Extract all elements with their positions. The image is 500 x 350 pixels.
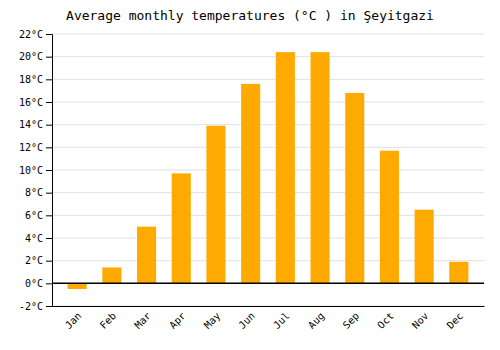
y-tick-mark (46, 215, 52, 216)
x-tick-label: Jan (63, 310, 84, 331)
y-tick-label: 12°C (19, 142, 43, 153)
y-tick: 8°C (25, 187, 52, 198)
x-tick: Sep (341, 310, 362, 331)
y-tick-label: 14°C (19, 119, 43, 130)
y-tick-mark (46, 261, 52, 262)
y-tick-label: 8°C (25, 187, 43, 198)
x-tick-label: Nov (410, 310, 431, 331)
bar (172, 173, 191, 283)
bar (276, 52, 295, 283)
y-tick-mark (46, 238, 52, 239)
x-tick-label: Sep (341, 310, 362, 331)
y-tick: 10°C (19, 165, 52, 176)
y-tick: -2°C (19, 301, 52, 312)
bar (137, 227, 156, 284)
y-tick: 20°C (19, 51, 52, 62)
y-tick-mark (46, 102, 52, 103)
plot: -2°C 0°C 2°C 4°C 6°C 8°C 10°C 12°C 14°C 16°C 18°C 2… (19, 29, 485, 331)
y-tick: 18°C (19, 74, 52, 85)
x-tick: Nov (410, 310, 431, 331)
x-tick-label: Apr (167, 310, 188, 331)
x-tick-label: Aug (306, 310, 327, 331)
y-tick-mark (46, 283, 52, 284)
x-tick-label: Feb (98, 310, 119, 331)
x-tick: Mar (132, 310, 153, 331)
x-tick-label: Mar (132, 310, 153, 331)
y-tick: 4°C (25, 233, 52, 244)
grid-line (52, 79, 484, 80)
bar (380, 151, 399, 284)
zero-line (52, 283, 484, 285)
x-tick: Jun (236, 310, 257, 331)
x-axis-line (53, 306, 485, 307)
grid-line (52, 170, 484, 171)
y-tick-label: 0°C (25, 278, 43, 289)
grid-line (52, 34, 484, 35)
x-axis: Jan Feb Mar Apr May Jun Jul Aug Sep Oct Nov Dec (53, 307, 485, 331)
y-tick-label: 4°C (25, 233, 43, 244)
grid-line (52, 306, 484, 307)
y-tick-mark (46, 57, 52, 58)
y-tick-label: -2°C (19, 301, 43, 312)
x-tick-label: Oct (375, 310, 396, 331)
y-tick: 0°C (25, 278, 52, 289)
x-tick: Jan (63, 310, 84, 331)
y-tick-mark (46, 306, 52, 307)
grid-line (52, 192, 484, 193)
title: Average monthly temperatures (°C ) in Şe… (66, 8, 434, 23)
grid-line (52, 56, 484, 57)
y-tick: 22°C (19, 29, 52, 40)
grid-line (52, 283, 484, 284)
bar (102, 267, 121, 283)
bar (68, 283, 87, 289)
grid (52, 34, 484, 306)
x-tick: Aug (306, 310, 327, 331)
x-tick: Feb (98, 310, 119, 331)
y-tick-label: 20°C (19, 51, 43, 62)
x-tick-label: Jun (236, 310, 257, 331)
y-tick-mark (46, 170, 52, 171)
bar (449, 262, 468, 284)
y-tick-label: 22°C (19, 29, 43, 40)
y-axis-line (46, 35, 53, 307)
y-tick-label: 10°C (19, 165, 43, 176)
chart: Average monthly temperatures (°C ) in Şe… (0, 0, 500, 350)
y-tick-mark (46, 34, 52, 35)
y-tick-label: 16°C (19, 97, 43, 108)
y-tick-mark (46, 79, 52, 80)
grid-line (52, 147, 484, 148)
y-tick-label: 2°C (25, 255, 43, 266)
bar (241, 84, 260, 283)
y-tick-mark (46, 147, 52, 148)
y-tick: 16°C (19, 97, 52, 108)
grid-line (52, 124, 484, 125)
y-tick: 2°C (25, 255, 52, 266)
y-tick: 14°C (19, 119, 52, 130)
x-tick: Apr (167, 310, 188, 331)
y-tick: 6°C (25, 210, 52, 221)
y-tick-label: 18°C (19, 74, 43, 85)
bar (311, 52, 330, 283)
bar (415, 210, 434, 284)
y-tick-mark (46, 193, 52, 194)
x-tick: May (202, 310, 223, 331)
bars (68, 52, 469, 289)
x-tick-label: Jul (271, 310, 292, 331)
bar (206, 126, 225, 284)
x-tick-label: Dec (445, 310, 466, 331)
x-tick: Jul (271, 310, 292, 331)
x-tick-label: May (202, 310, 223, 331)
grid-line (52, 102, 484, 103)
y-tick-label: 6°C (25, 210, 43, 221)
bar (345, 93, 364, 283)
y-tick: 12°C (19, 142, 52, 153)
x-tick: Oct (375, 310, 396, 331)
y-tick-mark (46, 125, 52, 126)
x-tick: Dec (445, 310, 466, 331)
y-axis: -2°C 0°C 2°C 4°C 6°C 8°C 10°C 12°C 14°C 16°C 18°C 2… (19, 29, 53, 312)
